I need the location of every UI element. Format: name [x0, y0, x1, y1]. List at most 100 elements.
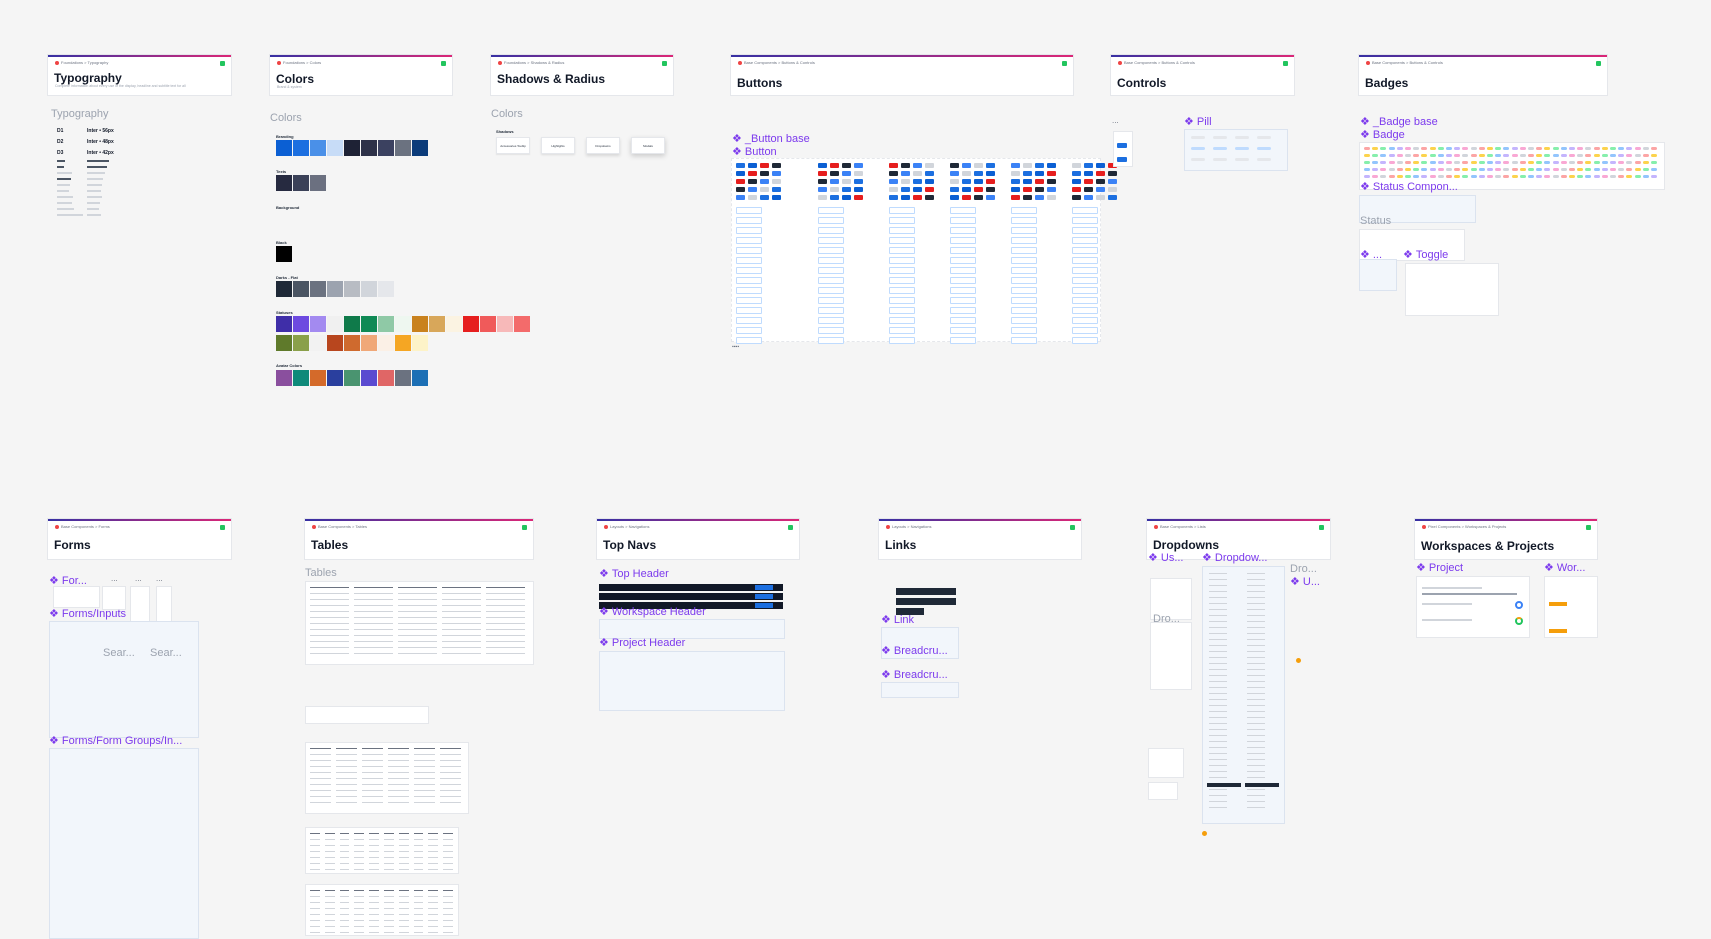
- button-sample[interactable]: [1108, 163, 1117, 168]
- dropdown-selected[interactable]: [1207, 783, 1241, 787]
- button-sample[interactable]: [748, 171, 757, 176]
- button-sample[interactable]: [1096, 163, 1105, 168]
- component-link[interactable]: Link: [881, 613, 914, 626]
- dropdown-item[interactable]: [1247, 795, 1265, 796]
- button-sample-outline[interactable]: [1011, 327, 1037, 334]
- button-sample-outline[interactable]: [818, 297, 844, 304]
- dropdown-item[interactable]: [1209, 609, 1227, 610]
- button-sample-outline[interactable]: [950, 217, 976, 224]
- button-sample-outline[interactable]: [950, 207, 976, 214]
- dropdown-item[interactable]: [1209, 681, 1227, 682]
- button-sample-outline[interactable]: [950, 317, 976, 324]
- button-sample-outline[interactable]: [889, 217, 915, 224]
- button-sample[interactable]: [974, 179, 983, 184]
- dropdown-item[interactable]: [1247, 585, 1265, 586]
- button-sample-outline[interactable]: [736, 227, 762, 234]
- button-sample-outline[interactable]: [889, 277, 915, 284]
- button-sample-outline[interactable]: [889, 337, 915, 344]
- dropdown-item[interactable]: [1209, 777, 1227, 778]
- button-sample-outline[interactable]: [950, 247, 976, 254]
- button-sample-outline[interactable]: [1011, 277, 1037, 284]
- button-sample-outline[interactable]: [1011, 257, 1037, 264]
- button-sample-outline[interactable]: [818, 227, 844, 234]
- button-sample-outline[interactable]: [736, 277, 762, 284]
- component-breadcrumb[interactable]: Breadcru...: [881, 668, 948, 681]
- button-sample-outline[interactable]: [1072, 247, 1098, 254]
- dropdown-item[interactable]: [1247, 693, 1265, 694]
- button-sample-outline[interactable]: [1072, 257, 1098, 264]
- button-sample[interactable]: [950, 179, 959, 184]
- button-sample[interactable]: [1072, 171, 1081, 176]
- button-sample-outline[interactable]: [1011, 267, 1037, 274]
- dropdown-item[interactable]: [1209, 669, 1227, 670]
- button-sample-outline[interactable]: [736, 327, 762, 334]
- dropdown-item[interactable]: [1247, 603, 1265, 604]
- button-sample-outline[interactable]: [950, 267, 976, 274]
- button-sample[interactable]: [772, 171, 781, 176]
- button-sample[interactable]: [1035, 163, 1044, 168]
- component-button-base[interactable]: _Button base: [732, 132, 810, 145]
- dropdown-item[interactable]: [1209, 579, 1227, 580]
- button-sample-outline[interactable]: [1072, 277, 1098, 284]
- button-sample[interactable]: [772, 187, 781, 192]
- button-sample[interactable]: [818, 179, 827, 184]
- dropdown-item[interactable]: [1209, 741, 1227, 742]
- button-sample[interactable]: [962, 187, 971, 192]
- pill-sample[interactable]: [1213, 136, 1227, 139]
- component-status[interactable]: Status Compon...: [1360, 180, 1458, 193]
- button-sample[interactable]: [889, 171, 898, 176]
- button-sample[interactable]: [1023, 195, 1032, 200]
- button-sample-outline[interactable]: [818, 237, 844, 244]
- button-sample[interactable]: [889, 163, 898, 168]
- button-sample[interactable]: [986, 179, 995, 184]
- button-sample[interactable]: [1108, 187, 1117, 192]
- dropdown-item[interactable]: [1247, 609, 1265, 610]
- pill-sample[interactable]: [1191, 158, 1205, 161]
- button-sample[interactable]: [760, 187, 769, 192]
- dropdown-item[interactable]: [1209, 723, 1227, 724]
- button-sample-outline[interactable]: [818, 217, 844, 224]
- button-sample[interactable]: [1011, 171, 1020, 176]
- dropdown-item[interactable]: [1247, 765, 1265, 766]
- button-sample-outline[interactable]: [950, 327, 976, 334]
- dropdown-item[interactable]: [1247, 579, 1265, 580]
- dropdown-item[interactable]: [1209, 693, 1227, 694]
- button-sample[interactable]: [1047, 163, 1056, 168]
- dropdown-item[interactable]: [1247, 741, 1265, 742]
- button-sample[interactable]: [950, 195, 959, 200]
- dropdown-item[interactable]: [1247, 675, 1265, 676]
- button-sample[interactable]: [950, 171, 959, 176]
- dropdown-item[interactable]: [1247, 759, 1265, 760]
- component-toggle[interactable]: Toggle: [1403, 248, 1448, 261]
- pill-sample[interactable]: [1191, 136, 1205, 139]
- button-sample-outline[interactable]: [1072, 217, 1098, 224]
- dropdown-item[interactable]: [1209, 789, 1227, 790]
- button-sample[interactable]: [736, 163, 745, 168]
- dropdown-item[interactable]: [1209, 597, 1227, 598]
- dropdown-item[interactable]: [1209, 801, 1227, 802]
- dropdown-item[interactable]: [1209, 735, 1227, 736]
- component-workspace[interactable]: Wor...: [1544, 561, 1586, 574]
- dropdown-item[interactable]: [1247, 753, 1265, 754]
- button-sample-outline[interactable]: [950, 237, 976, 244]
- button-sample[interactable]: [974, 195, 983, 200]
- button-sample[interactable]: [818, 195, 827, 200]
- button-sample[interactable]: [986, 195, 995, 200]
- button-sample[interactable]: [925, 163, 934, 168]
- button-sample[interactable]: [830, 171, 839, 176]
- button-sample[interactable]: [760, 171, 769, 176]
- button-sample[interactable]: [1035, 179, 1044, 184]
- button-sample[interactable]: [736, 195, 745, 200]
- button-sample-outline[interactable]: [736, 217, 762, 224]
- button-sample[interactable]: [1072, 187, 1081, 192]
- button-sample[interactable]: [974, 171, 983, 176]
- button-sample-outline[interactable]: [1072, 227, 1098, 234]
- dropdown-item[interactable]: [1247, 645, 1265, 646]
- dropdown-item[interactable]: [1247, 633, 1265, 634]
- dropdown-item[interactable]: [1247, 717, 1265, 718]
- button-sample[interactable]: [842, 163, 851, 168]
- button-sample-outline[interactable]: [818, 277, 844, 284]
- button-sample[interactable]: [1084, 187, 1093, 192]
- button-sample[interactable]: [1108, 179, 1117, 184]
- button-sample-outline[interactable]: [1072, 267, 1098, 274]
